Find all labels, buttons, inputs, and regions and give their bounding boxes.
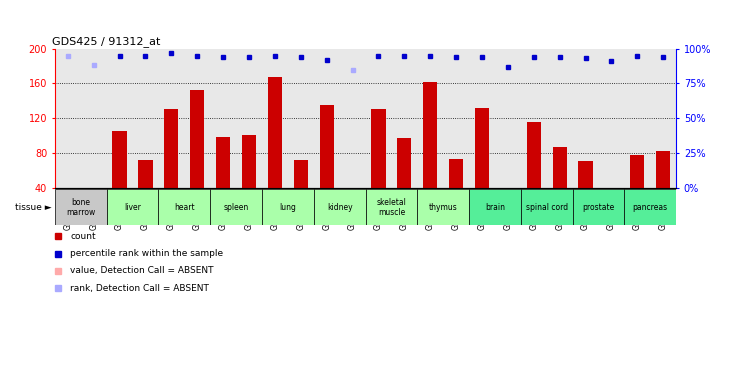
Bar (656, 151, 670, 188)
Bar (630, 155, 645, 188)
Bar (242, 135, 256, 188)
Bar (475, 108, 489, 188)
Text: thymus: thymus (429, 202, 458, 211)
Text: pancreas: pancreas (633, 202, 668, 211)
Bar (138, 160, 153, 188)
Text: tissue ►: tissue ► (15, 202, 51, 211)
Bar (107, 189, 159, 225)
Bar (159, 189, 211, 225)
Text: lung: lung (279, 202, 296, 211)
Bar (164, 110, 178, 188)
Text: kidney: kidney (327, 202, 352, 211)
Text: prostate: prostate (583, 202, 615, 211)
Text: skeletal
muscle: skeletal muscle (376, 198, 406, 216)
Bar (397, 138, 412, 188)
Bar (294, 160, 308, 188)
Bar (211, 189, 262, 225)
Bar (268, 76, 282, 188)
Bar (319, 105, 334, 188)
Text: rank, Detection Call = ABSENT: rank, Detection Call = ABSENT (70, 284, 209, 292)
Text: count: count (70, 232, 96, 241)
Bar (521, 189, 572, 225)
Bar (371, 110, 385, 188)
Bar (553, 147, 567, 188)
Bar (624, 189, 676, 225)
Text: spinal cord: spinal cord (526, 202, 568, 211)
Text: percentile rank within the sample: percentile rank within the sample (70, 249, 224, 258)
Text: bone
marrow: bone marrow (66, 198, 95, 216)
Bar (417, 189, 469, 225)
Bar (449, 159, 463, 188)
Bar (55, 189, 107, 225)
Bar (526, 123, 541, 188)
Bar (262, 189, 314, 225)
Bar (423, 82, 437, 188)
Bar (190, 90, 205, 188)
Text: brain: brain (485, 202, 505, 211)
Bar (572, 189, 624, 225)
Text: GDS425 / 91312_at: GDS425 / 91312_at (52, 37, 160, 48)
Bar (113, 131, 126, 188)
Bar (366, 189, 417, 225)
Bar (314, 189, 366, 225)
Bar (216, 137, 230, 188)
Text: spleen: spleen (224, 202, 249, 211)
Text: value, Detection Call = ABSENT: value, Detection Call = ABSENT (70, 266, 214, 275)
Bar (578, 162, 593, 188)
Bar (469, 189, 520, 225)
Text: liver: liver (124, 202, 141, 211)
Text: heart: heart (174, 202, 194, 211)
